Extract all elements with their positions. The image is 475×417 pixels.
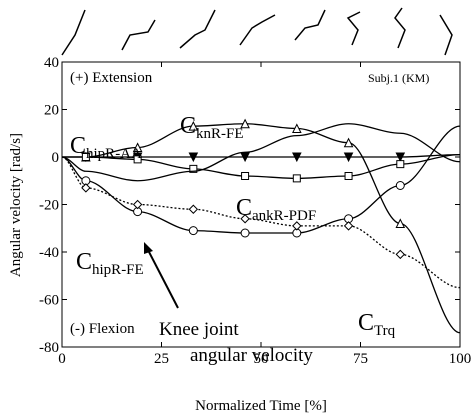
marker bbox=[240, 228, 250, 238]
marker bbox=[395, 218, 406, 228]
figure bbox=[61, 9, 86, 56]
marker bbox=[133, 155, 142, 164]
marker bbox=[395, 181, 405, 190]
marker bbox=[188, 204, 199, 214]
annotation: ChipR-FE bbox=[76, 249, 144, 278]
annotation-text: C bbox=[70, 133, 86, 159]
marker bbox=[241, 172, 250, 180]
annotation: angular velocity bbox=[190, 345, 313, 366]
marker bbox=[395, 152, 406, 163]
y-tick-label: -20 bbox=[39, 198, 59, 214]
annotation-subscript: hipR-FE bbox=[92, 262, 144, 278]
series-line bbox=[61, 123, 461, 182]
marker bbox=[292, 152, 302, 163]
figure bbox=[239, 14, 276, 46]
annotation: Subj.1 (KM) bbox=[368, 71, 429, 85]
marker bbox=[132, 199, 143, 210]
annotation-text: (-) Flexion bbox=[70, 321, 135, 337]
y-tick-label: 40 bbox=[44, 55, 59, 71]
x-axis-label: Normalized Time [%] bbox=[195, 398, 327, 414]
arrow-head bbox=[144, 242, 153, 254]
y-tick-label: -80 bbox=[39, 340, 59, 356]
marker bbox=[292, 174, 301, 183]
y-tick-label: -40 bbox=[39, 245, 59, 261]
annotation-subscript: knR-FE bbox=[196, 126, 244, 142]
annotation-text: C bbox=[76, 249, 92, 275]
marker bbox=[344, 172, 353, 180]
annotation: CankR-PDF bbox=[236, 195, 316, 224]
x-tick-label: 75 bbox=[353, 351, 368, 367]
figure bbox=[394, 7, 406, 49]
marker bbox=[343, 221, 354, 231]
annotation-text: angular velocity bbox=[190, 345, 313, 366]
annotation: ChipR-AA bbox=[70, 133, 142, 162]
annotation: CTrq bbox=[358, 310, 396, 339]
annotation: CknR-FE bbox=[180, 113, 244, 142]
x-tick-label: 25 bbox=[154, 351, 169, 367]
marker bbox=[343, 152, 354, 163]
marker bbox=[292, 221, 302, 231]
x-tick-label: 0 bbox=[58, 351, 66, 367]
annotation-text: (+) Extension bbox=[70, 70, 153, 86]
marker bbox=[240, 152, 250, 163]
annotation-subscript: hipR-AA bbox=[86, 146, 142, 162]
marker bbox=[395, 249, 406, 260]
marker bbox=[132, 142, 143, 152]
marker bbox=[81, 183, 91, 193]
marker bbox=[189, 164, 198, 173]
marker bbox=[292, 123, 302, 133]
annotation-text: Knee joint bbox=[159, 319, 239, 340]
y-tick-label: -60 bbox=[39, 293, 59, 309]
marker bbox=[343, 137, 354, 148]
marker bbox=[240, 214, 250, 224]
annotation-subscript: Trq bbox=[374, 323, 396, 339]
marker bbox=[188, 226, 198, 236]
x-tick-label: 50 bbox=[254, 351, 269, 367]
annotation: (+) Extension bbox=[70, 70, 153, 86]
y-tick-label: 0 bbox=[52, 150, 60, 166]
stick-figures bbox=[61, 7, 453, 56]
y-tick-label: 20 bbox=[44, 103, 59, 119]
marker bbox=[240, 118, 250, 129]
annotation-text: Subj.1 (KM) bbox=[368, 71, 429, 85]
annotation-subscript: ankR-PDF bbox=[252, 208, 316, 224]
annotation-text: C bbox=[358, 310, 374, 336]
figure bbox=[121, 19, 156, 51]
series-line bbox=[61, 156, 461, 289]
figure bbox=[346, 11, 361, 46]
annotation-text: C bbox=[180, 113, 196, 139]
marker bbox=[81, 153, 90, 161]
figure bbox=[439, 14, 453, 56]
arrow bbox=[147, 249, 179, 309]
figure bbox=[294, 9, 326, 41]
marker bbox=[396, 160, 405, 169]
figure bbox=[179, 9, 216, 49]
annotation-text: C bbox=[236, 195, 252, 221]
x-tick-label: 100 bbox=[449, 351, 472, 367]
y-axis-label: Angular velocity [rad/s] bbox=[8, 133, 24, 277]
marker bbox=[188, 152, 199, 163]
annotation: (-) Flexion bbox=[70, 321, 135, 337]
marker bbox=[188, 121, 199, 131]
annotation: Knee joint bbox=[159, 319, 239, 340]
